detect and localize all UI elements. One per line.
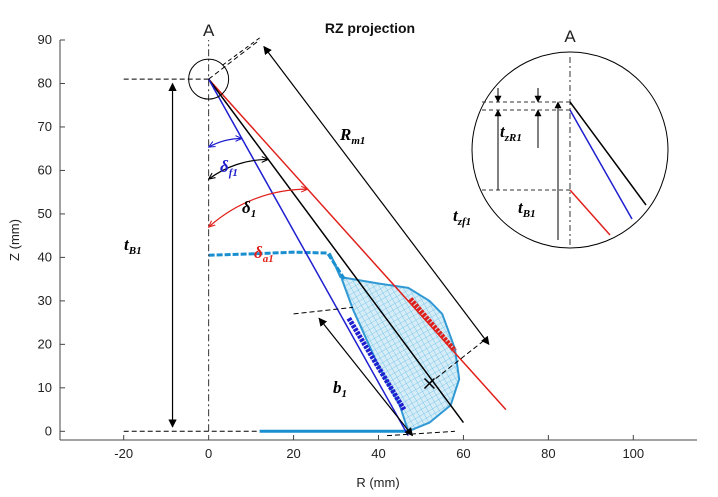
- inset-red-line: [569, 189, 611, 236]
- detail-leader: [222, 36, 261, 66]
- y-tick-label: 40: [38, 249, 52, 264]
- label-b1: b1: [333, 378, 347, 400]
- mesh-top-wire: [208, 250, 346, 280]
- x-tick-label: 0: [205, 446, 212, 461]
- annotation-labels: Rm1 δf1 δ1 δa1 tB1 b1 tzR1 tzf1 tB1: [124, 122, 536, 400]
- delta-1-arc: [209, 159, 269, 179]
- delta-f1-arc: [209, 138, 242, 147]
- y-tick-label: 10: [38, 380, 52, 395]
- y-tick-label: 20: [38, 336, 52, 351]
- x-tick-label: 100: [622, 446, 644, 461]
- inset-label-tzR1: tzR1: [500, 122, 522, 144]
- label-delta-a1: δa1: [254, 243, 274, 265]
- detail-circle: [188, 58, 230, 100]
- inset-label-tB1: tB1: [518, 198, 536, 220]
- black-line: [208, 78, 465, 424]
- label-delta-1: δ1: [242, 198, 256, 220]
- inset-detail-A: A: [471, 27, 669, 249]
- inset-blue-line: [569, 109, 633, 220]
- y-axis-label: Z (mm): [7, 219, 22, 261]
- x-tick-label: 40: [371, 446, 385, 461]
- x-tick-label: 80: [541, 446, 555, 461]
- section-marker-A: A: [203, 21, 215, 40]
- label-tB1: tB1: [124, 235, 142, 257]
- chart-title: RZ projection: [325, 20, 415, 36]
- inset-label-tzf1: tzf1: [453, 206, 471, 228]
- axes: -20 0 20 40 60 80 100 0 10 20 30 40 50 60 70 80 90: [38, 32, 697, 461]
- y-tick-label: 60: [38, 162, 52, 177]
- inset-black-line: [569, 101, 647, 206]
- label-delta-f1: δf1: [220, 157, 238, 179]
- x-tick-label: 20: [286, 446, 300, 461]
- x-tick-label: -20: [114, 446, 133, 461]
- y-tick-label: 90: [38, 32, 52, 47]
- delta-a1-arc: [209, 189, 308, 227]
- y-tick-label: 80: [38, 75, 52, 90]
- y-tick-label: 70: [38, 119, 52, 134]
- plot-area: A: [123, 21, 507, 437]
- x-ticks: -20 0 20 40 60 80 100: [114, 435, 644, 461]
- label-Rm1: Rm1: [339, 125, 365, 147]
- inset-marker-A: A: [564, 27, 576, 46]
- rm1-ext-bottom: [429, 339, 485, 384]
- b1-ext-top: [293, 306, 354, 315]
- y-tick-label: 0: [45, 423, 52, 438]
- Rm1-arrow: [263, 45, 490, 346]
- blue-line: [207, 78, 409, 437]
- b1-arrow: [318, 317, 413, 437]
- y-tick-label: 30: [38, 293, 52, 308]
- rm1-ext-top: [208, 39, 260, 80]
- x-tick-label: 60: [456, 446, 470, 461]
- y-tick-label: 50: [38, 206, 52, 221]
- y-ticks: 0 10 20 30 40 50 60 70 80 90: [38, 32, 65, 438]
- x-axis-label: R (mm): [356, 475, 399, 490]
